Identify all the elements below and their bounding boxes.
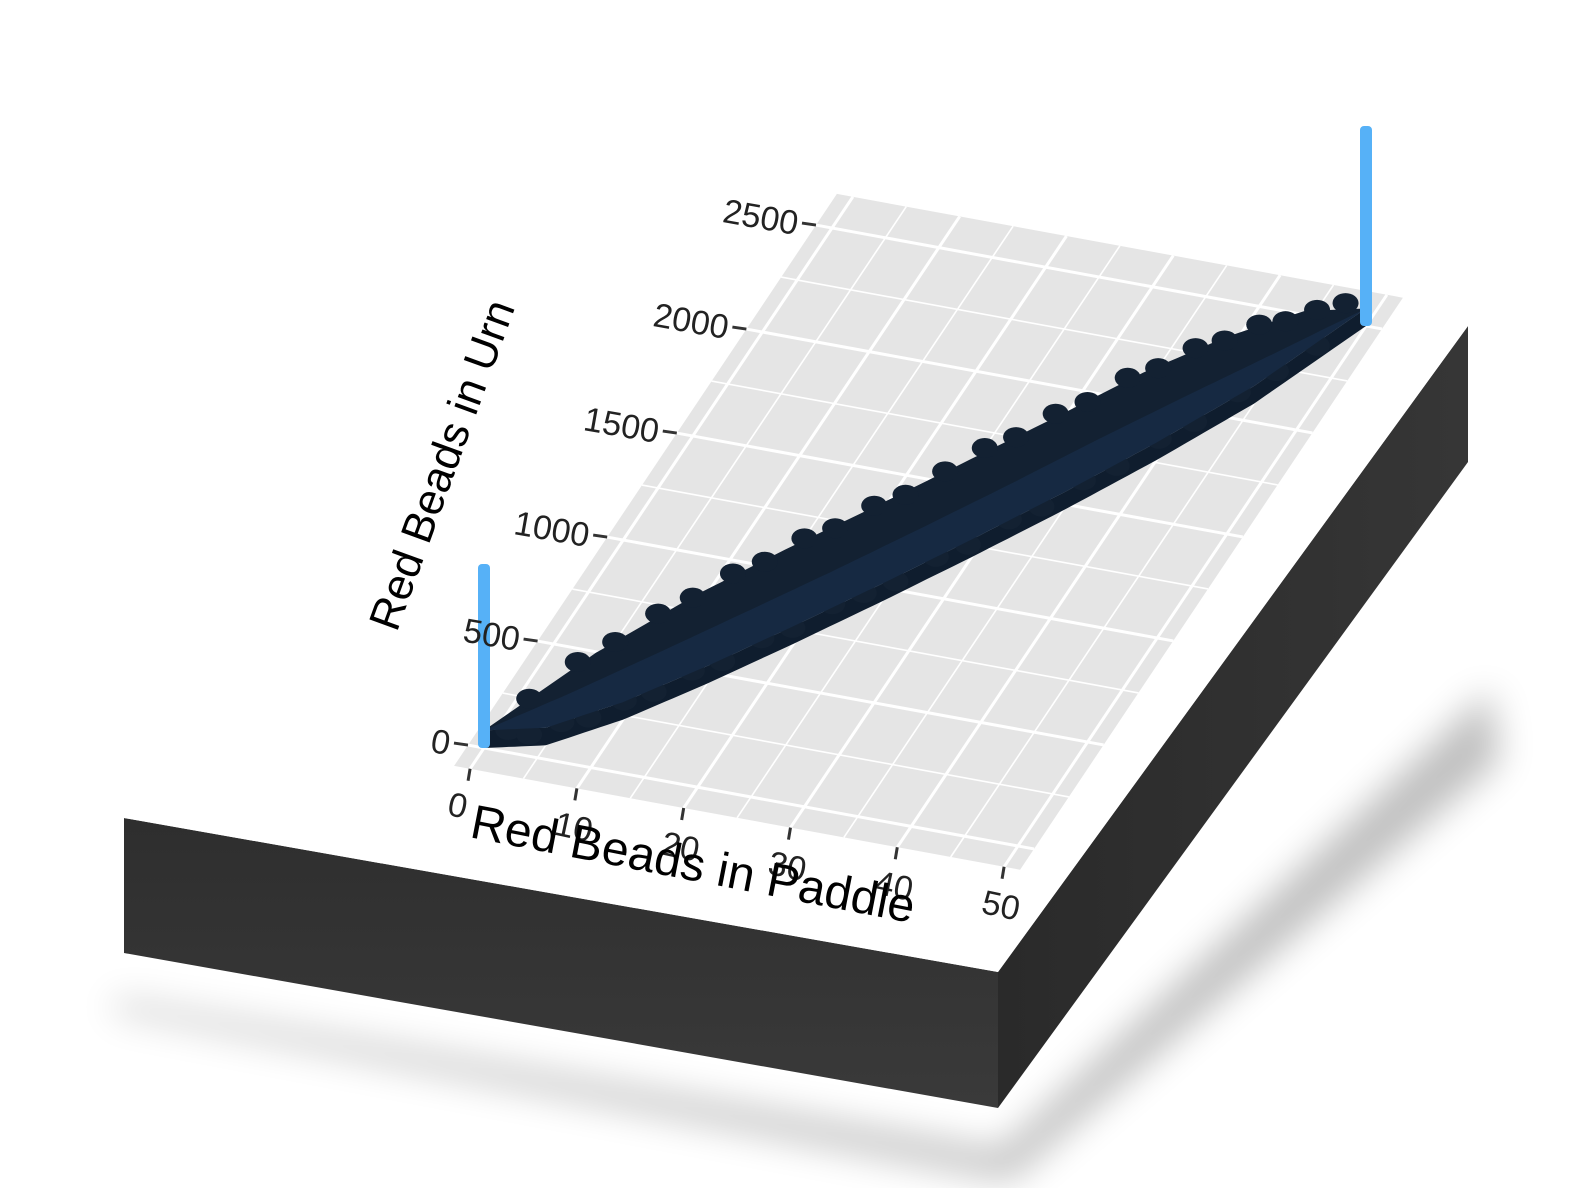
data-surface bbox=[478, 126, 1372, 748]
x-tick-label: 40 bbox=[872, 864, 917, 909]
upper-edge-point bbox=[971, 438, 998, 459]
y-tick-mark bbox=[453, 741, 469, 747]
base-side-face bbox=[998, 326, 1468, 1108]
upper-edge-point bbox=[932, 461, 959, 482]
upper-edge-point bbox=[1182, 338, 1209, 359]
y-tick-mark bbox=[662, 429, 677, 435]
upper-edge-point bbox=[564, 651, 591, 672]
x-gridline bbox=[629, 225, 1014, 799]
x-tick-label: 20 bbox=[658, 825, 703, 870]
base-shadow bbox=[110, 690, 1500, 1180]
x-tick-mark bbox=[1000, 866, 1006, 880]
upper-edge-point bbox=[751, 551, 778, 572]
upper-edge-point bbox=[679, 587, 706, 608]
base-front-face bbox=[124, 818, 998, 1108]
upper-edge-point bbox=[719, 563, 746, 584]
y-tick-mark bbox=[523, 637, 538, 643]
upper-edge-point bbox=[1272, 311, 1299, 332]
upper-edge-point bbox=[1304, 299, 1331, 320]
y-tick-mark bbox=[592, 533, 608, 539]
upper-edge-point bbox=[602, 631, 629, 652]
upper-edge-point bbox=[645, 603, 672, 624]
upper-edge-point bbox=[1211, 330, 1238, 351]
y-tick-mark bbox=[732, 325, 747, 331]
upper-edge-point bbox=[791, 528, 818, 549]
upper-edge-point bbox=[1114, 367, 1141, 388]
upper-edge-point bbox=[1332, 293, 1359, 314]
x-tick-mark bbox=[466, 768, 472, 782]
upper-edge-point bbox=[1145, 358, 1172, 379]
upper-edge-point bbox=[516, 688, 543, 709]
x-tick-label: 10 bbox=[551, 805, 596, 850]
spike-at-max bbox=[1360, 126, 1372, 326]
upper-edge-point bbox=[861, 495, 888, 516]
surface-top bbox=[484, 308, 1366, 731]
x-gridline bbox=[1002, 293, 1389, 868]
upper-edge-point bbox=[1042, 403, 1069, 424]
upper-edge-point bbox=[1003, 427, 1030, 448]
y-gridline bbox=[711, 380, 1278, 486]
upper-edge-point bbox=[1074, 392, 1101, 413]
x-tick-mark bbox=[680, 807, 686, 821]
x-gridline bbox=[468, 195, 855, 770]
y-gridline bbox=[467, 743, 1035, 851]
spike-at-origin bbox=[478, 564, 490, 748]
x-tick-mark bbox=[787, 827, 792, 840]
lower-edge-point bbox=[516, 724, 543, 745]
upper-edge-point bbox=[892, 484, 919, 505]
x-tick-label: 50 bbox=[978, 883, 1023, 928]
upper-edge-point bbox=[822, 518, 849, 539]
x-tick-mark bbox=[893, 846, 899, 860]
y-tick-mark bbox=[801, 221, 817, 227]
upper-edge-point bbox=[1246, 314, 1273, 335]
x-tick-mark bbox=[573, 788, 579, 801]
x-tick-label: 30 bbox=[765, 844, 810, 889]
